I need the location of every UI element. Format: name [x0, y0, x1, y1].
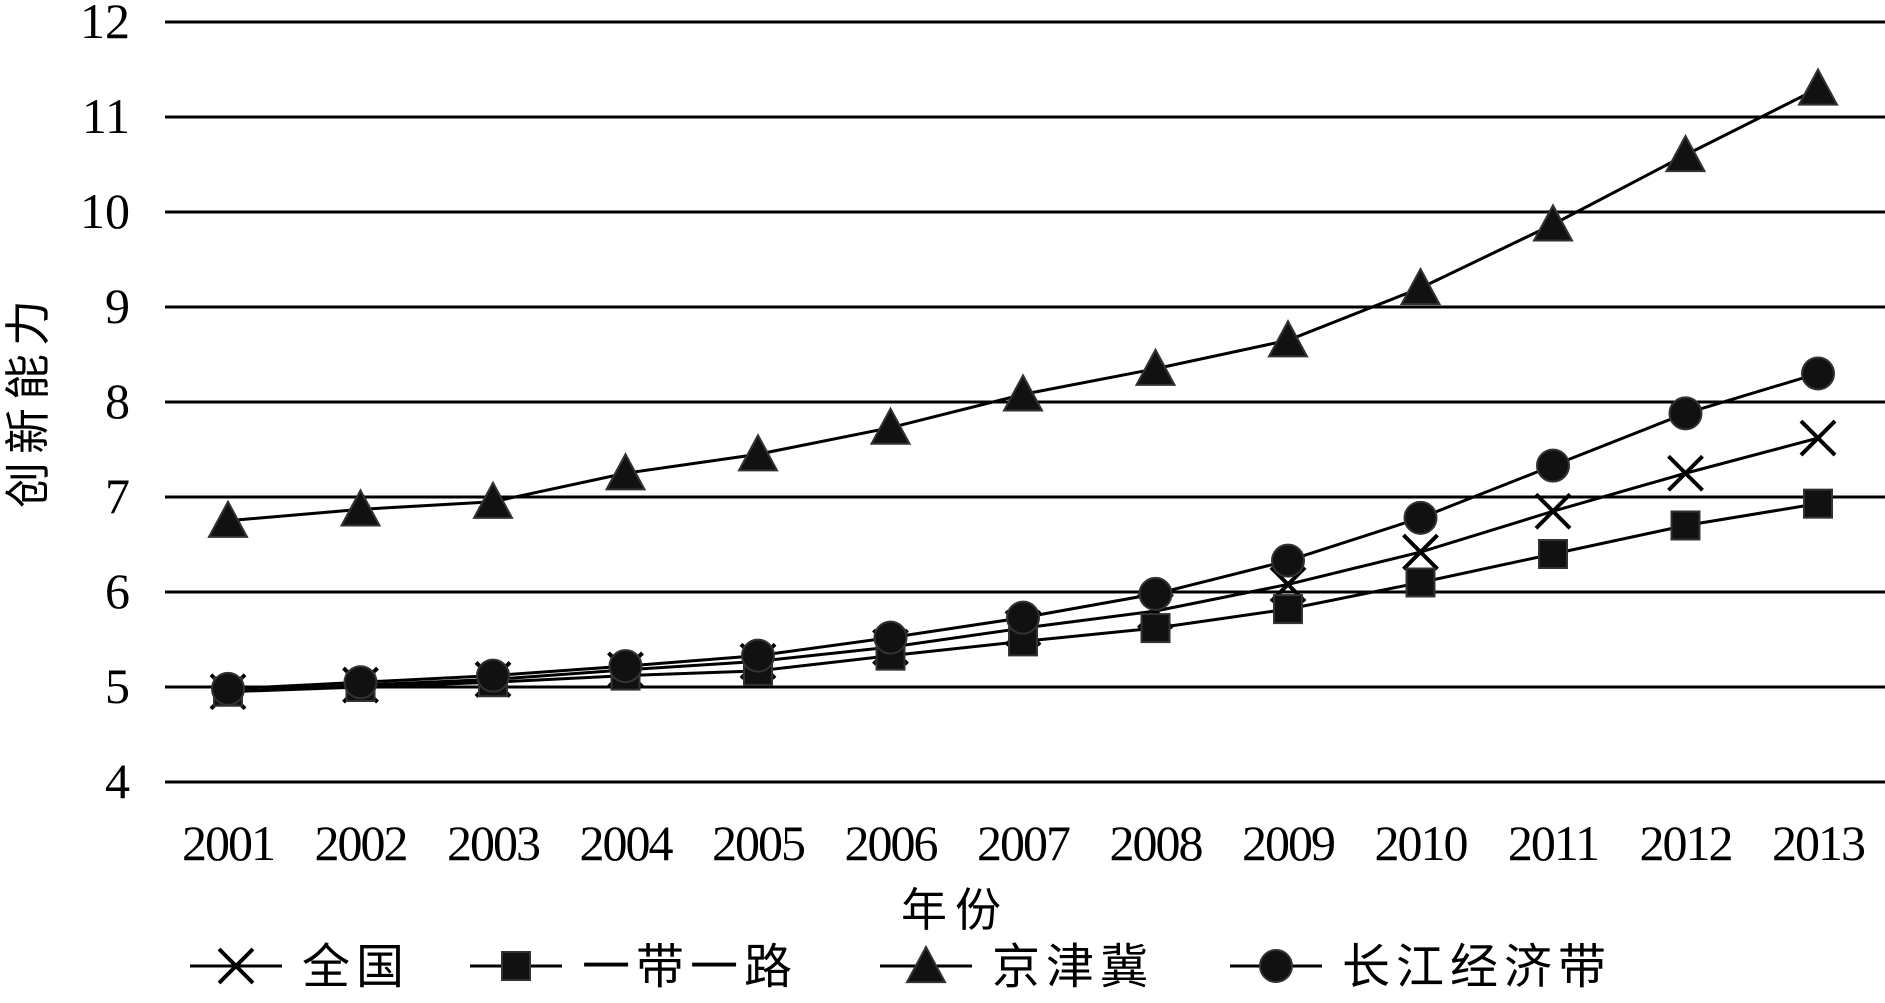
- y-tick-label: 11: [82, 88, 130, 144]
- x-axis-ticks: 2001 2002 2003 2004 2005 2006 2007 2008 2009 2010…: [182, 815, 1867, 871]
- legend-item-3: 京津冀: [880, 941, 1154, 994]
- point-marker-triangle: [472, 480, 514, 519]
- legend-label: 一带一路: [582, 941, 798, 994]
- point-marker-triangle: [1267, 319, 1309, 358]
- legend-item-1: 全国: [190, 941, 410, 994]
- legend-label: 全国: [302, 941, 410, 994]
- point-marker-x: [217, 947, 255, 985]
- x-tick-label: 2008: [1110, 815, 1203, 871]
- point-marker-circle: [1259, 949, 1293, 983]
- x-tick-label: 2012: [1640, 815, 1732, 871]
- point-marker-triangle: [869, 406, 912, 445]
- point-marker-triangle: [207, 499, 249, 538]
- point-marker-triangle: [1002, 373, 1044, 412]
- x-tick-label: 2009: [1242, 815, 1334, 871]
- point-marker-circle: [343, 665, 378, 700]
- legend-item-2: 一带一路: [470, 941, 798, 994]
- x-tick-label: 2006: [845, 815, 938, 871]
- series-1: [209, 419, 1837, 711]
- point-marker-triangle: [737, 433, 779, 472]
- point-marker-square: [1405, 567, 1436, 598]
- point-marker-square: [1140, 613, 1171, 644]
- point-marker-circle: [608, 649, 643, 684]
- point-marker-triangle: [905, 944, 947, 984]
- series-2: [213, 488, 1833, 707]
- point-marker-square: [1273, 594, 1303, 625]
- point-marker-square: [1670, 510, 1701, 541]
- point-marker-x: [1402, 533, 1439, 571]
- x-tick-label: 2001: [182, 815, 274, 871]
- series-4: [211, 356, 1835, 706]
- point-marker-circle: [1006, 600, 1040, 635]
- point-marker-square: [1803, 488, 1833, 519]
- x-tick-label: 2002: [315, 815, 407, 871]
- point-marker-square: [1538, 539, 1568, 569]
- point-marker-x: [1799, 419, 1837, 457]
- point-marker-circle: [1403, 500, 1438, 535]
- point-marker-triangle: [604, 452, 647, 491]
- point-marker-circle: [211, 671, 245, 706]
- legend: 全国 一带一路 京津冀 长江经济带: [190, 941, 1612, 994]
- marker-stroke: [217, 947, 255, 985]
- x-tick-label: 2004: [580, 815, 674, 871]
- series-3: [207, 67, 1839, 538]
- point-marker-circle: [1536, 448, 1570, 483]
- y-axis-ticks: 4 5 6 7 8 9 10 11 12: [80, 0, 130, 809]
- marker-stroke: [1534, 492, 1572, 530]
- y-tick-label: 12: [80, 0, 130, 49]
- legend-label: 京津冀: [992, 941, 1154, 994]
- y-tick-label: 6: [105, 563, 130, 619]
- point-marker-circle: [1138, 576, 1173, 611]
- marker-stroke: [1799, 419, 1837, 457]
- x-tick-label: 2011: [1508, 815, 1598, 871]
- y-tick-label: 7: [105, 468, 130, 524]
- point-marker-circle: [873, 620, 908, 655]
- point-marker-square: [501, 951, 531, 981]
- point-marker-triangle: [1797, 67, 1839, 106]
- point-marker-circle: [476, 658, 510, 693]
- series-lines: [207, 67, 1839, 711]
- y-tick-label: 8: [105, 373, 130, 429]
- legend-item-4: 长江经济带: [1230, 941, 1612, 994]
- point-marker-x: [1667, 454, 1704, 492]
- point-marker-x: [1534, 492, 1572, 530]
- point-marker-triangle: [339, 488, 382, 527]
- x-tick-label: 2005: [712, 815, 805, 871]
- point-marker-triangle: [1399, 266, 1442, 306]
- point-marker-circle: [1801, 356, 1835, 391]
- y-tick-label: 9: [105, 278, 130, 334]
- x-tick-label: 2013: [1772, 815, 1865, 871]
- x-tick-label: 2010: [1375, 815, 1468, 871]
- x-tick-label: 2007: [977, 815, 1070, 871]
- y-tick-label: 10: [80, 183, 130, 239]
- x-axis-label: 年份: [901, 885, 1009, 936]
- y-axis-label: 创新能力: [3, 292, 54, 508]
- point-marker-circle: [1271, 543, 1305, 578]
- x-tick-label: 2003: [447, 815, 540, 871]
- point-marker-circle: [1668, 396, 1703, 431]
- y-tick-label: 4: [105, 753, 130, 809]
- point-marker-circle: [741, 638, 775, 673]
- legend-label: 长江经济带: [1342, 941, 1612, 994]
- point-marker-triangle: [1134, 347, 1177, 386]
- y-tick-label: 5: [105, 658, 130, 714]
- series-line: [227, 502, 1819, 694]
- marker-stroke: [1667, 454, 1704, 492]
- point-marker-triangle: [1532, 203, 1574, 242]
- point-marker-triangle: [1664, 133, 1707, 173]
- marker-stroke: [1402, 533, 1439, 571]
